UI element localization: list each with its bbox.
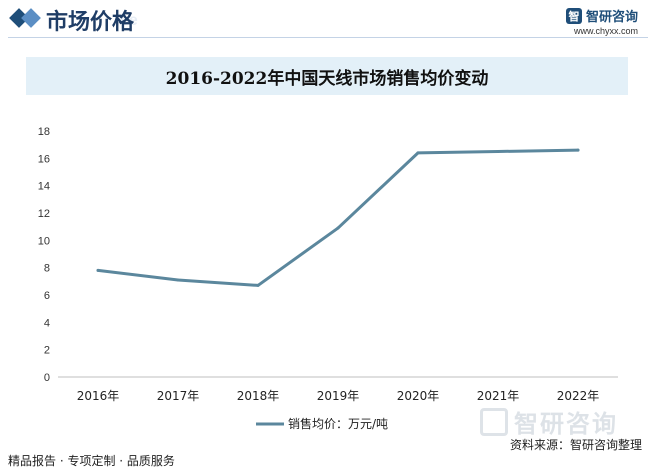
footer-slogan: 精品报告 · 专项定制 · 品质服务 bbox=[8, 454, 175, 468]
watermark-logo: 智研咨询 bbox=[480, 404, 618, 439]
data-point bbox=[176, 278, 180, 282]
header-bar: ce 市场价格 智 智研咨询 www.chyxx.com bbox=[0, 0, 656, 40]
x-tick-label: 2022年 bbox=[557, 389, 600, 403]
data-point bbox=[576, 148, 580, 152]
logo-name: 智研咨询 bbox=[585, 10, 638, 25]
chart-title-band: 2016-2022年中国天线市场销售均价变动 bbox=[26, 57, 628, 95]
y-tick-label: 10 bbox=[38, 235, 50, 247]
data-point bbox=[256, 283, 260, 287]
y-tick-label: 8 bbox=[44, 263, 50, 275]
watermark-text: 智研咨询 bbox=[514, 410, 618, 438]
chart-title: 2016-2022年中国天线市场销售均价变动 bbox=[165, 68, 489, 89]
logo-icon: 智 bbox=[565, 7, 582, 24]
x-tick-label: 2021年 bbox=[477, 389, 520, 403]
y-tick-label: 2 bbox=[44, 345, 50, 357]
y-tick-label: 4 bbox=[44, 317, 50, 329]
x-tick-label: 2019年 bbox=[317, 389, 360, 403]
brand-logo[interactable]: 智 智研咨询 bbox=[565, 6, 638, 25]
logo-url[interactable]: www.chyxx.com bbox=[573, 26, 638, 36]
x-tick-label: 2020年 bbox=[397, 389, 440, 403]
data-point bbox=[96, 268, 100, 272]
x-tick-label: 2016年 bbox=[77, 389, 120, 403]
data-point bbox=[416, 151, 420, 155]
header-divider bbox=[8, 37, 648, 38]
watermark-mark-icon bbox=[480, 407, 508, 436]
data-point bbox=[496, 150, 500, 153]
y-tick-label: 18 bbox=[38, 126, 50, 138]
x-tick-label: 2018年 bbox=[237, 389, 280, 403]
header-ghost-text: ce bbox=[120, 12, 138, 29]
legend-label: 销售均价：万元/吨 bbox=[288, 416, 388, 431]
y-tick-label: 12 bbox=[38, 208, 50, 220]
data-point bbox=[336, 226, 340, 230]
x-tick-label: 2017年 bbox=[157, 389, 200, 403]
y-tick-label: 16 bbox=[38, 153, 50, 165]
y-tick-label: 0 bbox=[44, 372, 50, 384]
source-note: 资料来源：智研咨询整理 bbox=[509, 438, 642, 452]
series-line bbox=[96, 148, 580, 287]
y-tick-label: 6 bbox=[44, 290, 50, 302]
y-tick-label: 14 bbox=[38, 181, 50, 193]
section-title: 市场价格 bbox=[46, 10, 135, 35]
